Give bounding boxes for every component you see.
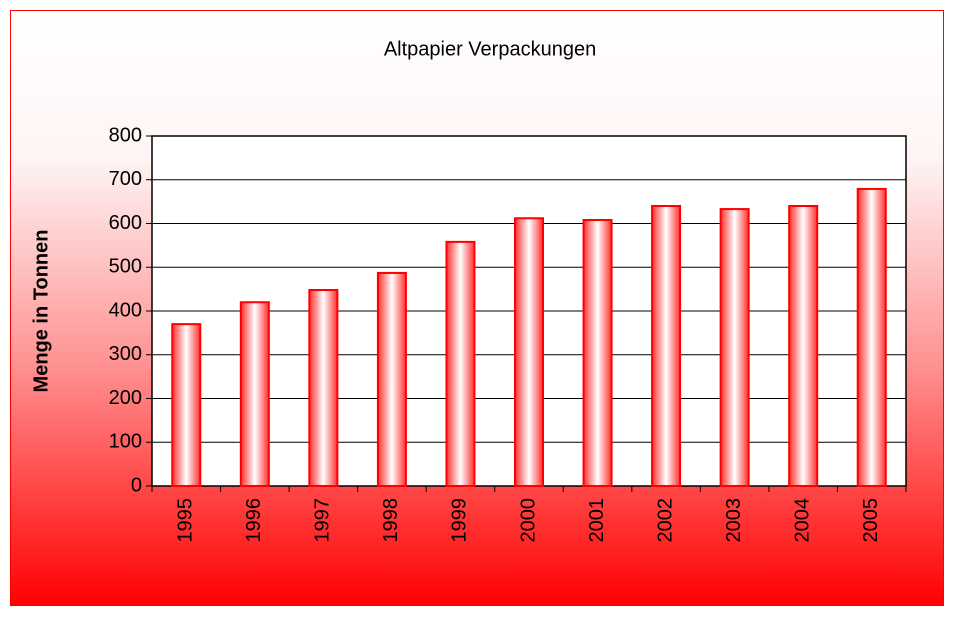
bar <box>376 271 407 487</box>
y-axis-label: Menge in Tonnen <box>30 230 52 393</box>
y-tick-label: 600 <box>109 212 142 234</box>
x-tick-label: 1999 <box>449 498 471 543</box>
chart-title: Altpapier Verpackungen <box>384 38 596 60</box>
bar <box>856 187 887 487</box>
y-tick-label: 0 <box>131 474 142 496</box>
y-tick-label: 200 <box>109 387 142 409</box>
bar <box>719 208 750 487</box>
x-tick-label: 1998 <box>380 498 402 543</box>
bar <box>788 205 819 487</box>
x-tick-label: 2000 <box>517 498 539 543</box>
y-tick-label: 100 <box>109 431 142 453</box>
x-tick-label: 1997 <box>312 498 334 543</box>
bar <box>651 205 682 487</box>
y-tick-label: 400 <box>109 299 142 321</box>
x-tick-label: 2002 <box>654 498 676 543</box>
x-tick-label: 2004 <box>791 498 813 543</box>
y-tick-label: 800 <box>109 124 142 146</box>
x-tick-label: 2001 <box>586 498 608 543</box>
bar <box>445 240 476 487</box>
x-tick-label: 2003 <box>723 498 745 543</box>
y-tick-label: 700 <box>109 168 142 190</box>
bar <box>239 301 270 487</box>
bar <box>514 217 544 487</box>
bar <box>171 323 202 487</box>
bar <box>308 289 339 487</box>
bar <box>582 219 613 487</box>
y-tick-label: 500 <box>109 256 142 278</box>
x-tick-label: 1995 <box>175 498 197 543</box>
x-tick-label: 2005 <box>860 498 882 543</box>
y-tick-label: 300 <box>109 343 142 365</box>
x-tick-label: 1996 <box>243 498 265 543</box>
